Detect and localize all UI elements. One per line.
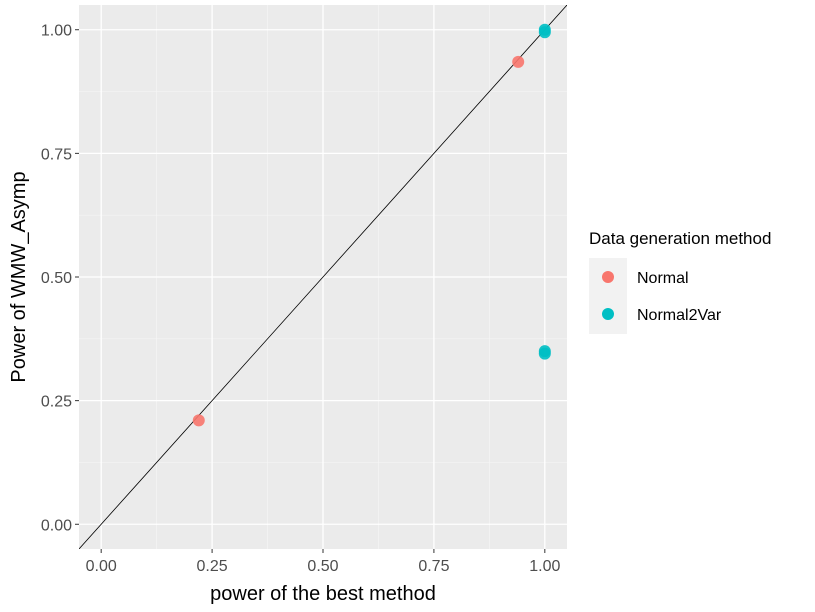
- reference-line: [79, 5, 567, 549]
- legend-key-background: [589, 258, 627, 334]
- x-tick-label: 0.00: [86, 558, 117, 575]
- legend-label-normal2var: Normal2Var: [637, 307, 722, 324]
- legend: Data generation method Normal Normal2Var: [589, 229, 771, 334]
- y-axis-title: Power of WMW_Asymp: [8, 171, 30, 382]
- y-tick-label: 0.75: [41, 146, 72, 163]
- legend-key-normal: [602, 271, 614, 283]
- x-tick-label: 1.00: [529, 558, 560, 575]
- data-point-normal2var: [538, 347, 551, 360]
- x-tick-label: 0.50: [307, 558, 338, 575]
- y-tick-label: 0.50: [41, 270, 72, 287]
- y-tick-label: 1.00: [41, 23, 72, 40]
- legend-items: Normal Normal2Var: [602, 270, 722, 324]
- data-point-normal: [192, 414, 205, 427]
- data-point-normal2var: [538, 26, 551, 39]
- x-axis-title: power of the best method: [210, 583, 436, 605]
- y-axis-ticks: 0.00 0.25 0.50 0.75 1.00: [41, 23, 79, 534]
- legend-label-normal: Normal: [637, 270, 689, 287]
- y-tick-label: 0.00: [41, 517, 72, 534]
- data-points: [192, 23, 551, 427]
- x-tick-label: 0.25: [197, 558, 228, 575]
- data-point-normal: [512, 55, 525, 68]
- legend-key-normal2var: [602, 308, 614, 320]
- x-tick-label: 0.75: [418, 558, 449, 575]
- y-tick-label: 0.25: [41, 394, 72, 411]
- x-axis-ticks: 0.00 0.25 0.50 0.75 1.00: [86, 549, 560, 575]
- legend-title: Data generation method: [589, 229, 771, 248]
